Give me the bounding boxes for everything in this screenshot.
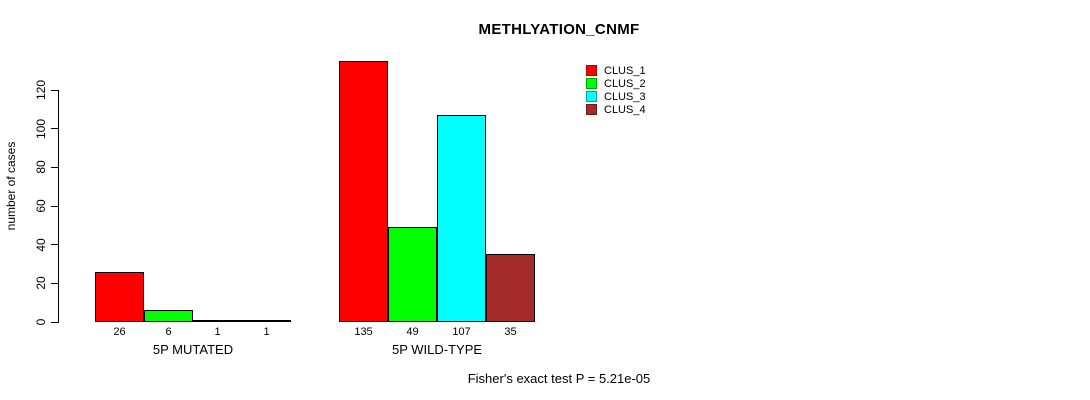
bar-clus_2-2	[388, 227, 437, 322]
y-tick-mark	[51, 205, 59, 207]
y-tick-mark	[51, 128, 59, 130]
legend-row-clus_2: CLUS_2	[586, 77, 646, 90]
bar-value-label: 1	[214, 326, 221, 338]
bar-clus_4-1	[242, 320, 291, 322]
bar-clus_1-1	[95, 272, 144, 322]
legend-label-clus_2: CLUS_2	[604, 77, 646, 90]
legend-label-clus_4: CLUS_4	[604, 103, 646, 116]
legend-swatch-clus_3	[586, 91, 597, 102]
stat-annotation: Fisher's exact test P = 5.21e-05	[467, 371, 651, 386]
y-tick-mark	[51, 321, 59, 323]
legend: CLUS_1 CLUS_2 CLUS_3 CLUS_4	[586, 64, 646, 116]
y-tick-mark	[51, 166, 59, 168]
legend-swatch-clus_1	[586, 65, 597, 76]
group-label-2: 5P WILD-TYPE	[391, 342, 483, 357]
bar-clus_2-1	[144, 310, 193, 322]
bar-value-label: 26	[113, 326, 126, 338]
bar-clus_3-1	[193, 320, 242, 322]
legend-swatch-clus_4	[586, 104, 597, 115]
bar-value-label: 49	[406, 326, 419, 338]
y-tick-mark	[51, 89, 59, 91]
y-tick-label: 0	[34, 318, 48, 326]
y-tick-mark	[51, 244, 59, 246]
y-axis-label: number of cases	[4, 141, 18, 231]
y-tick-mark	[51, 282, 59, 284]
legend-row-clus_4: CLUS_4	[586, 103, 646, 116]
legend-label-clus_1: CLUS_1	[604, 64, 646, 77]
group-label-1: 5P MUTATED	[152, 342, 234, 357]
bar-value-label: 6	[165, 326, 172, 338]
y-tick-label: 100	[34, 118, 48, 139]
y-tick-label: 80	[34, 160, 48, 175]
chart-title: METHLYATION_CNMF	[478, 21, 640, 38]
y-tick-label: 60	[34, 199, 48, 213]
y-tick-label: 40	[34, 237, 48, 252]
bar-clus_4-2	[486, 254, 535, 322]
y-tick-label: 120	[34, 79, 48, 101]
y-tick-label: 20	[34, 276, 48, 291]
legend-row-clus_1: CLUS_1	[586, 64, 646, 77]
bar-clus_1-2	[339, 61, 388, 322]
bar-value-label: 107	[452, 326, 471, 338]
legend-row-clus_3: CLUS_3	[586, 90, 646, 103]
bar-value-label: 1	[263, 326, 270, 338]
bar-value-label: 135	[354, 326, 373, 338]
bar-clus_3-2	[437, 115, 486, 322]
legend-swatch-clus_2	[586, 78, 597, 89]
bar-value-label: 35	[504, 326, 517, 338]
legend-label-clus_3: CLUS_3	[604, 90, 646, 103]
